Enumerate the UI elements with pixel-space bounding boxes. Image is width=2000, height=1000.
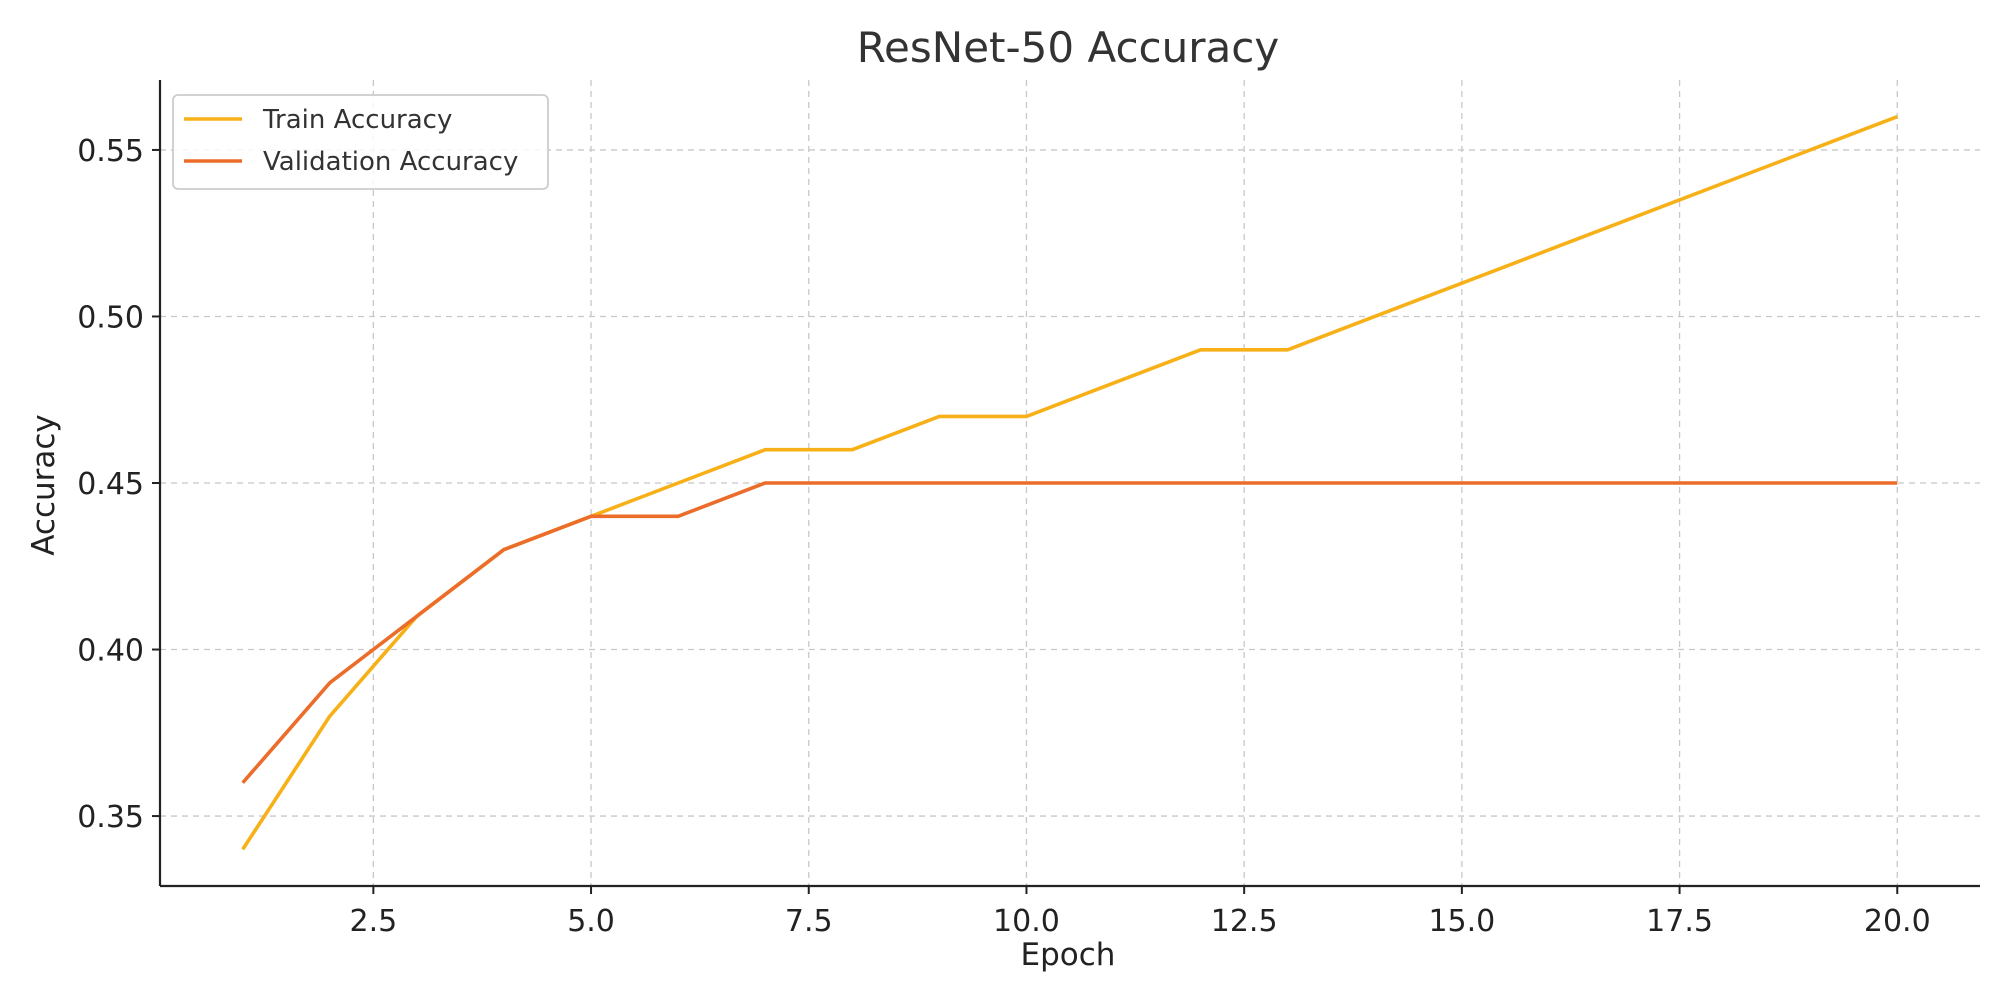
chart-title: ResNet-50 Accuracy [857,23,1279,72]
axes [152,80,1980,894]
x-tick-label: 10.0 [993,904,1060,939]
x-tick-label: 17.5 [1646,904,1713,939]
x-tick-label: 12.5 [1211,904,1278,939]
y-tick-label: 0.45 [77,467,144,502]
y-tick-label: 0.55 [77,134,144,169]
grid-lines [160,80,1980,886]
tick-labels: 2.5 5.0 7.5 10.0 12.5 15.0 17.5 20.0 0.35 0.40 0.4… [77,134,1930,939]
x-tick-label: 15.0 [1428,904,1495,939]
x-tick-label: 20.0 [1864,904,1931,939]
legend-label-validation-accuracy: Validation Accuracy [263,147,518,177]
series-lines [241,114,1898,851]
y-tick-label: 0.40 [77,634,144,669]
y-tick-label: 0.50 [77,300,144,335]
legend-box [172,94,549,190]
x-tick-label: 7.5 [785,904,833,939]
x-tick-label: 2.5 [349,904,397,939]
legend-label-train-accuracy: Train Accuracy [262,105,452,135]
y-axis-label: Accuracy [26,414,62,556]
x-axis-label: Epoch [1021,937,1116,973]
y-tick-label: 0.35 [77,800,144,835]
series-line-validation-accuracy [241,481,1898,784]
legend: Train Accuracy Validation Accuracy [172,94,549,190]
x-tick-label: 5.0 [567,904,615,939]
